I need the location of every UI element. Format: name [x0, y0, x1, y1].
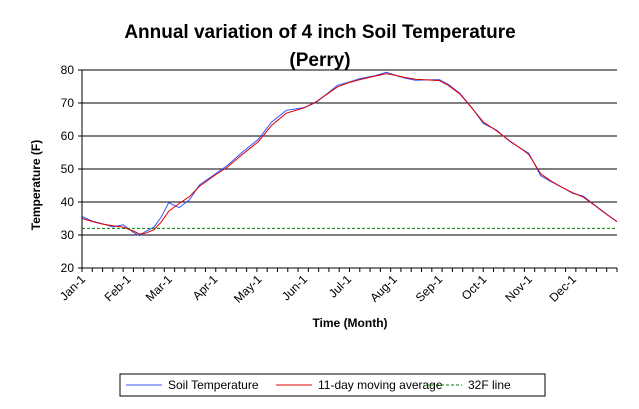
legend-label-3: 32F line — [468, 378, 511, 392]
axes — [81, 70, 617, 269]
x-tick-label: Jul-1 — [326, 272, 355, 301]
y-tick-label: 70 — [61, 96, 75, 110]
chart-title-line-2: (Perry) — [289, 50, 350, 71]
series-group — [81, 71, 618, 237]
y-tick-label: 60 — [61, 129, 75, 143]
series-line-2 — [81, 73, 618, 235]
x-tick-label: Jun-1 — [279, 272, 310, 303]
legend: Soil Temperature 11-day moving average 32F… — [119, 373, 546, 397]
legend-box — [119, 373, 546, 397]
y-tick-label: 40 — [61, 195, 75, 209]
x-axis-ticks: Jan-1 Feb-1 Mar-1 Apr-1 May-1 Jun-1 Jul-1 Aug-1… — [57, 268, 618, 306]
y-tick-label: 20 — [61, 261, 75, 275]
series-line-1 — [81, 71, 618, 237]
x-tick-label: Feb-1 — [102, 272, 134, 304]
x-tick-label: Jan-1 — [57, 272, 88, 303]
x-axis-label: Time (Month) — [312, 316, 387, 330]
x-tick-label: Oct-1 — [459, 272, 490, 303]
x-tick-label: Aug-1 — [367, 272, 400, 305]
legend-label-2: 11-day moving average — [318, 378, 443, 392]
x-tick-label: May-1 — [231, 272, 265, 306]
y-axis-ticks: 20 30 40 50 60 70 80 — [61, 63, 82, 275]
y-tick-label: 80 — [61, 63, 75, 77]
gridlines — [82, 69, 617, 236]
chart-title-line-1: Annual variation of 4 inch Soil Temperat… — [124, 22, 515, 43]
x-tick-label: Mar-1 — [143, 272, 175, 304]
x-tick-label: Sep-1 — [413, 272, 446, 305]
x-tick-label: Nov-1 — [502, 272, 535, 305]
legend-label-1: Soil Temperature — [168, 378, 259, 392]
x-tick-label: Dec-1 — [546, 272, 579, 305]
y-tick-label: 50 — [61, 162, 75, 176]
x-tick-label: Apr-1 — [190, 272, 221, 303]
y-axis-label: Temperature (F) — [29, 140, 43, 230]
y-tick-label: 30 — [61, 228, 75, 242]
